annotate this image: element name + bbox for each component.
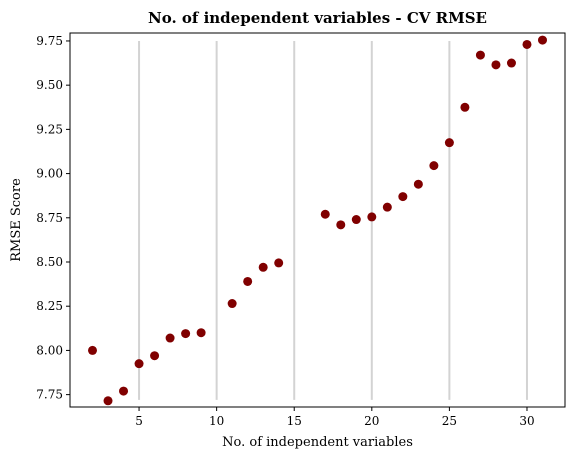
data-point [367, 212, 377, 222]
data-point [506, 58, 516, 68]
y-tick-label: 8.50 [36, 255, 63, 269]
y-tick-label: 7.75 [36, 388, 63, 402]
data-point [258, 262, 268, 272]
data-point [444, 138, 454, 148]
x-tick-label: 20 [364, 414, 379, 428]
x-tick-label: 30 [519, 414, 534, 428]
plot-frame [69, 32, 566, 408]
y-axis-ticks: 7.75 8.00 8.25 8.50 8.75 9.00 9.25 9.50 9.75 [36, 34, 70, 402]
x-axis-ticks: 5 10 15 20 25 30 [135, 407, 535, 428]
reference-lines [138, 40, 528, 400]
data-point [491, 60, 501, 70]
data-point [413, 179, 423, 189]
data-point [351, 215, 361, 225]
data-point [181, 329, 191, 339]
data-point [320, 209, 330, 219]
data-points [88, 35, 547, 406]
y-axis-label: RMSE Score [9, 178, 24, 262]
y-tick-label: 9.00 [36, 167, 63, 181]
x-tick-label: 15 [287, 414, 302, 428]
chart-title: No. of independent variables - CV RMSE [148, 9, 487, 27]
data-point [150, 351, 160, 361]
y-tick-label: 9.25 [36, 122, 63, 136]
data-point [382, 202, 392, 212]
data-point [88, 345, 97, 355]
data-point [243, 276, 253, 286]
x-tick-label: 10 [209, 414, 224, 428]
y-tick-label: 8.75 [36, 211, 63, 225]
data-point [429, 161, 439, 171]
y-tick-label: 9.75 [36, 34, 63, 48]
data-point [103, 396, 113, 406]
y-tick-label: 9.50 [36, 78, 63, 92]
data-point [336, 220, 346, 230]
data-point [475, 50, 485, 60]
data-point [522, 39, 532, 49]
data-point [538, 35, 547, 45]
y-tick-label: 8.00 [36, 343, 63, 357]
data-point [196, 328, 206, 338]
data-point [119, 386, 129, 396]
x-tick-label: 25 [442, 414, 457, 428]
data-point [227, 299, 237, 309]
data-point [460, 102, 470, 112]
data-point [134, 359, 144, 369]
data-point [398, 192, 408, 202]
x-tick-label: 5 [135, 414, 143, 428]
data-point [165, 333, 175, 343]
data-point [274, 258, 284, 268]
x-axis-label: No. of independent variables [222, 435, 413, 450]
y-tick-label: 8.25 [36, 299, 63, 313]
